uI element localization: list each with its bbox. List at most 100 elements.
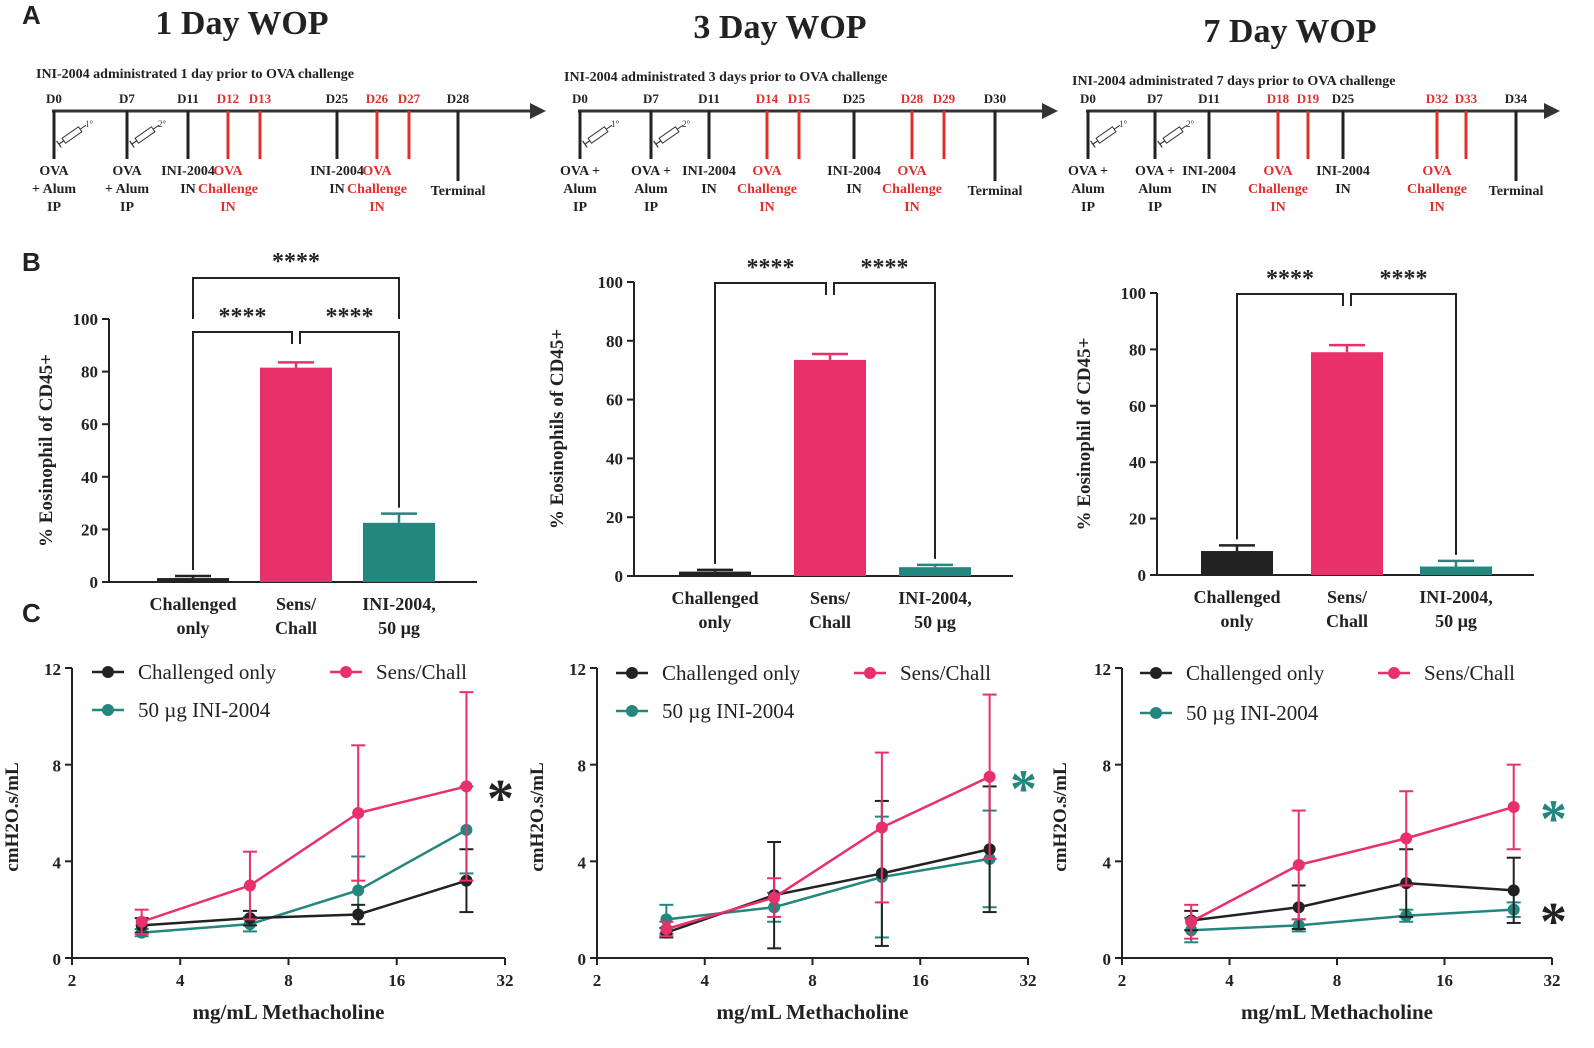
y-tick-label: 60 — [606, 391, 623, 410]
y-tick-label: 0 — [615, 567, 624, 586]
y-tick-label: 4 — [1103, 853, 1112, 872]
timeline-1: 1 Day WOP INI-2004 administrated 1 day pr… — [32, 5, 546, 215]
series-0 — [134, 848, 474, 934]
legend-marker — [102, 704, 114, 716]
series-line — [1191, 881, 1514, 922]
legend-marker — [626, 705, 638, 717]
x-tick-label: 4 — [176, 971, 185, 990]
timeline-event-text: Challenge — [198, 182, 258, 197]
timeline-event-text: IP — [1148, 200, 1162, 215]
series-0 — [1184, 848, 1521, 932]
legend-entry: Challenged only — [1140, 661, 1325, 685]
y-tick-label: 100 — [598, 273, 624, 292]
timeline-event-text: OVA — [1263, 164, 1293, 179]
category-label: Challenged — [149, 594, 236, 614]
x-tick-label: 16 — [1436, 971, 1453, 990]
timeline-day-label: D18 — [1267, 91, 1290, 106]
timeline-event-text: IN — [846, 182, 862, 197]
data-point — [1507, 884, 1520, 897]
panel-c-line-charts: 0 4 8 12 2 4 8 16 32 mg/mL Methacholine cmH2O.s/mL… — [2, 660, 1567, 1024]
timeline-subtitle: INI-2004 administrated 7 days prior to O… — [1072, 74, 1395, 89]
timeline-event-text: INI-2004 — [1316, 164, 1370, 179]
syringe-dose-label: 1° — [85, 119, 94, 129]
x-axis-label: mg/mL Methacholine — [193, 1000, 385, 1024]
syringe-needle — [605, 124, 613, 130]
timeline-day-label: D30 — [984, 91, 1006, 106]
timeline-event-text: INI-2004 — [827, 164, 881, 179]
legend-marker — [1388, 667, 1400, 679]
syringe-plunger — [1092, 140, 1099, 145]
x-tick-label: 32 — [497, 971, 514, 990]
panel-b-bar-charts: 0 20 40 60 80 100 % Eosinophil of CD45+ Challen… — [36, 249, 1534, 638]
significance-bracket — [714, 282, 827, 564]
legend-marker — [1150, 667, 1162, 679]
legend-marker — [102, 666, 114, 678]
bar-chart-2: 0 20 40 60 80 100 % Eosinophils of CD45+ Challe… — [547, 255, 1013, 632]
x-tick-label: 16 — [388, 971, 405, 990]
y-tick-label: 40 — [1129, 453, 1146, 472]
significance-label: **** — [1380, 266, 1428, 292]
category-label: 50 µg — [378, 618, 420, 638]
timeline-event-text: INI-2004 — [161, 164, 215, 179]
bar — [363, 522, 435, 582]
timeline-day-label: D11 — [698, 91, 720, 106]
timeline-event-text: IN — [369, 200, 385, 215]
category-label: Challenged — [671, 588, 758, 608]
timeline-event-text: OVA — [897, 164, 927, 179]
data-point — [983, 770, 996, 783]
bar — [1311, 352, 1383, 575]
timeline-event-text: IP — [573, 200, 587, 215]
significance-bracket — [1236, 293, 1344, 540]
timeline-subtitle: INI-2004 administrated 3 days prior to O… — [564, 70, 887, 85]
y-tick-label: 80 — [606, 332, 623, 351]
category-label: 50 µg — [1435, 611, 1477, 631]
y-tick-label: 8 — [53, 757, 62, 776]
timeline-event-text: OVA — [112, 164, 142, 179]
category-label: Sens/ — [276, 594, 317, 614]
timeline-subtitle: INI-2004 administrated 1 day prior to OV… — [36, 67, 354, 82]
y-tick-label: 4 — [578, 853, 587, 872]
syringe-plunger-cap — [582, 140, 588, 148]
y-tick-label: 0 — [90, 573, 99, 592]
x-tick-label: 16 — [912, 971, 929, 990]
syringe-barrel — [587, 126, 609, 144]
category-label: Challenged — [1193, 587, 1280, 607]
y-tick-label: 40 — [81, 468, 98, 487]
timeline-arrowhead — [1544, 103, 1560, 119]
legend-entry: Sens/Chall — [1378, 661, 1515, 685]
timeline-day-label: D7 — [643, 91, 659, 106]
series-line — [666, 857, 990, 921]
series-2 — [1184, 901, 1521, 944]
timeline-title: 1 Day WOP — [155, 5, 328, 42]
timeline-event-text: OVA + — [560, 164, 600, 179]
y-tick-label: 60 — [81, 415, 98, 434]
timeline-day-label: D32 — [1426, 91, 1448, 106]
timeline-event-text: Terminal — [431, 184, 486, 199]
y-tick-label: 12 — [44, 660, 61, 679]
timeline-event-text: IN — [329, 182, 345, 197]
syringe-plunger-cap — [653, 140, 659, 148]
syringe-barrel — [134, 126, 156, 144]
x-tick-label: 32 — [1020, 971, 1037, 990]
timeline-arrowhead — [1042, 103, 1058, 119]
y-axis-label: cmH2O.s/mL — [2, 762, 23, 871]
significance-label: **** — [272, 249, 320, 275]
timeline-day-label: D15 — [788, 91, 811, 106]
y-tick-label: 20 — [81, 520, 98, 539]
syringe-dose-label: 2° — [682, 119, 691, 129]
syringe-plunger — [655, 140, 662, 145]
series-1 — [134, 691, 474, 935]
timeline-2: 3 Day WOP INI-2004 administrated 3 days p… — [560, 9, 1058, 215]
bar — [794, 359, 866, 576]
y-tick-label: 0 — [1138, 566, 1147, 585]
data-point — [460, 780, 473, 793]
timeline-event-text: IN — [759, 200, 775, 215]
data-point — [352, 908, 365, 921]
y-tick-label: 80 — [81, 363, 98, 382]
timeline-event-text: OVA — [362, 164, 392, 179]
timeline-day-label: D29 — [933, 91, 956, 106]
category-label: Chall — [809, 612, 851, 632]
timeline-event-text: OVA — [752, 164, 782, 179]
y-tick-label: 80 — [1129, 340, 1146, 359]
